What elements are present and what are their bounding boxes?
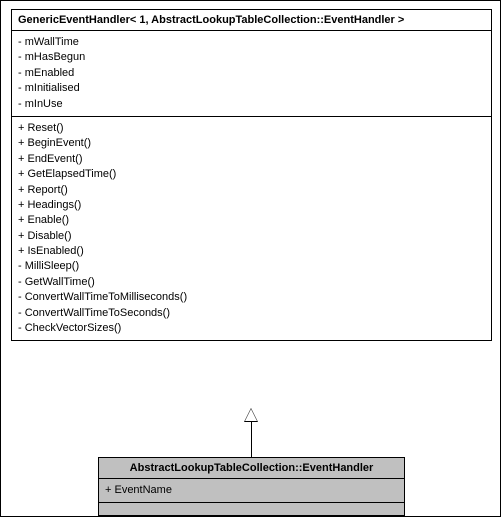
parent-class-name: GenericEventHandler< 1, AbstractLookupTa… [12,10,491,31]
child-empty-section [99,502,404,515]
attr-line: - mInUse [18,97,485,112]
method-line: - ConvertWallTimeToMilliseconds() [18,290,485,305]
attr-line: + EventName [105,483,398,498]
inheritance-arrow-line [251,422,252,457]
attr-line: - mInitialised [18,81,485,96]
child-class-name: AbstractLookupTableCollection::EventHand… [99,458,404,479]
method-line: + Enable() [18,213,485,228]
method-line: + Report() [18,183,485,198]
method-line: - CheckVectorSizes() [18,321,485,336]
method-line: + IsEnabled() [18,244,485,259]
method-line: - GetWallTime() [18,275,485,290]
method-line: + BeginEvent() [18,136,485,151]
uml-diagram: GenericEventHandler< 1, AbstractLookupTa… [0,0,501,517]
parent-methods: + Reset() + BeginEvent() + EndEvent() + … [12,117,491,340]
method-line: + Headings() [18,198,485,213]
inheritance-arrow-head [244,408,258,422]
method-line: + GetElapsedTime() [18,167,485,182]
method-line: + EndEvent() [18,152,485,167]
method-line: + Disable() [18,229,485,244]
child-attrs: + EventName [99,479,404,502]
method-line: - ConvertWallTimeToSeconds() [18,306,485,321]
method-line: - MilliSleep() [18,259,485,274]
attr-line: - mHasBegun [18,50,485,65]
attr-line: - mWallTime [18,35,485,50]
child-class-box: AbstractLookupTableCollection::EventHand… [98,457,405,516]
parent-class-box: GenericEventHandler< 1, AbstractLookupTa… [11,9,492,341]
parent-attrs: - mWallTime - mHasBegun - mEnabled - mIn… [12,31,491,117]
attr-line: - mEnabled [18,66,485,81]
method-line: + Reset() [18,121,485,136]
